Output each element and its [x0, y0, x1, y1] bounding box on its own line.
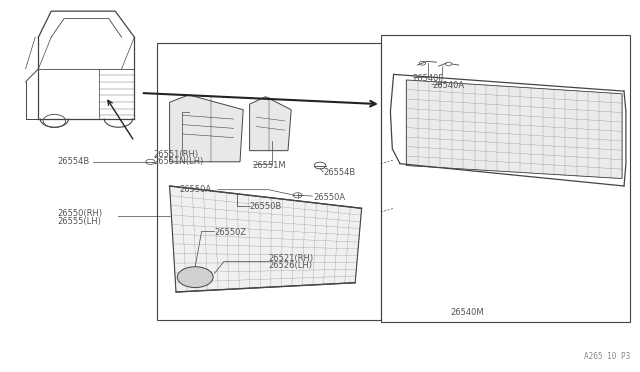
- Text: 26550Z: 26550Z: [214, 228, 246, 237]
- Text: 26550A: 26550A: [314, 193, 346, 202]
- Text: 26551M: 26551M: [253, 161, 287, 170]
- Bar: [157, 43, 381, 320]
- Text: 26550A: 26550A: [179, 185, 211, 194]
- Text: 26540A: 26540A: [432, 81, 464, 90]
- Text: 26540F: 26540F: [413, 74, 444, 83]
- Text: 26551N(LH): 26551N(LH): [154, 157, 204, 166]
- Text: 26526(LH): 26526(LH): [269, 262, 313, 270]
- Text: 26554B: 26554B: [323, 169, 355, 177]
- Text: 26551(RH): 26551(RH): [154, 150, 199, 159]
- Text: 26550(RH): 26550(RH): [58, 209, 103, 218]
- Polygon shape: [170, 186, 362, 292]
- Text: A265 10 P3: A265 10 P3: [584, 352, 630, 361]
- Text: 26521(RH): 26521(RH): [269, 254, 314, 263]
- Text: 26554B: 26554B: [58, 157, 90, 166]
- Circle shape: [177, 267, 213, 288]
- Polygon shape: [406, 80, 622, 179]
- Polygon shape: [250, 97, 291, 151]
- Bar: [381, 35, 630, 322]
- Polygon shape: [170, 95, 243, 162]
- Text: 26555(LH): 26555(LH): [58, 217, 102, 226]
- Text: 26550B: 26550B: [250, 202, 282, 211]
- Text: 26540M: 26540M: [451, 308, 484, 317]
